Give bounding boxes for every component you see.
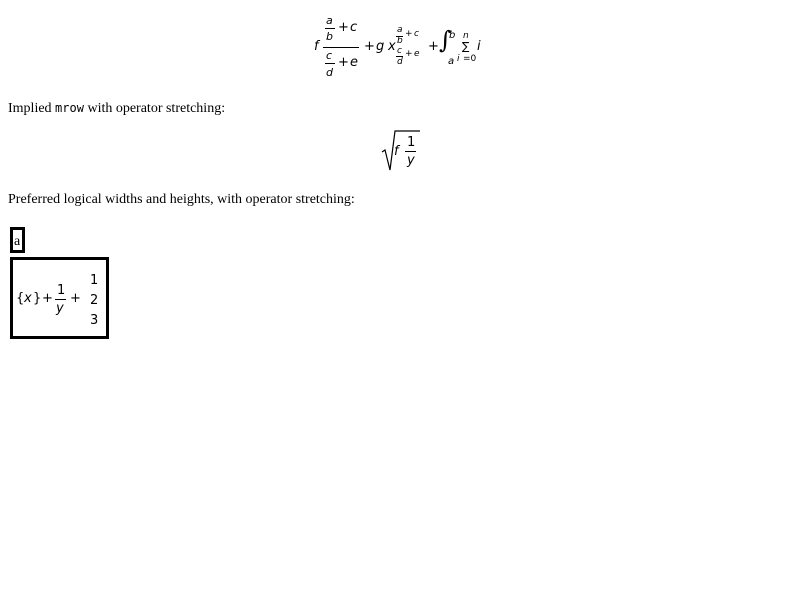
box-fraction-bar <box>55 299 66 300</box>
radicand-denominator-y: y <box>407 153 415 168</box>
plus-sign-denom: + <box>338 55 349 70</box>
var-a: a <box>326 14 333 27</box>
var-b: b <box>326 30 333 43</box>
paragraph-1-prefix: Implied <box>8 101 56 116</box>
integral-upper-limit: b <box>449 30 456 41</box>
sup-c-denom: c <box>397 46 402 56</box>
sum-lower-i: i <box>457 54 460 64</box>
open-brace: { <box>16 291 25 306</box>
plus-sign: + <box>338 20 349 35</box>
paragraph-1-suffix: with operator stretching: <box>83 101 226 116</box>
box-numerator-1: 1 <box>57 283 66 298</box>
sup-d: d <box>397 57 403 67</box>
paragraph-preferred-widths: Preferred logical widths and heights, wi… <box>8 192 355 207</box>
radicand-f: f <box>394 144 399 159</box>
fraction-bar-small <box>325 28 335 29</box>
box-denominator-y: y <box>56 301 64 316</box>
var-d: d <box>326 66 333 79</box>
var-g: g <box>376 39 385 54</box>
box-small: a <box>10 227 25 253</box>
plus-sign-3: + <box>428 39 439 54</box>
plus-sign-2: + <box>364 39 375 54</box>
paragraph-1-code: mrow <box>55 101 84 115</box>
sup-b: b <box>397 36 403 46</box>
sum-lower-equals-zero: =0 <box>463 54 477 64</box>
fraction-bar-small-denom <box>325 63 335 64</box>
sup-fraction-bar-1 <box>396 36 403 37</box>
box-large: { x } + 1 y + 1 2 3 <box>10 257 109 339</box>
var-f: f <box>314 39 319 54</box>
radical-sign <box>381 130 420 171</box>
var-e: e <box>350 55 358 70</box>
brace-x: x <box>24 291 32 306</box>
sup-plus-denom: + <box>405 49 413 59</box>
box-small-text: a <box>14 234 21 249</box>
sum-upper-limit: n <box>463 31 469 41</box>
fraction-bar-main <box>323 47 359 48</box>
column-value-3: 3 <box>90 313 99 328</box>
var-c: c <box>350 20 358 35</box>
sup-fraction-bar-2 <box>396 56 403 57</box>
var-c-denom: c <box>326 49 333 62</box>
close-brace: } <box>33 291 42 306</box>
sup-plus: + <box>405 29 413 39</box>
sum-sign: ∑ <box>462 40 470 53</box>
sup-c: c <box>414 29 419 39</box>
summand-i: i <box>477 39 481 54</box>
paragraph-implied-mrow: Implied mrow with operator stretching: <box>8 100 225 117</box>
sup-e: e <box>414 49 420 59</box>
sup-a: a <box>397 25 403 35</box>
plus-sign-box-2: + <box>70 291 81 306</box>
column-value-1: 1 <box>90 273 99 288</box>
plus-sign-box-1: + <box>42 291 53 306</box>
column-value-2: 2 <box>90 293 99 308</box>
integral-sign: ∫ <box>439 26 452 54</box>
radicand-numerator-1: 1 <box>407 135 416 150</box>
integral-lower-limit: a <box>448 56 455 67</box>
radicand-fraction-bar <box>405 151 416 152</box>
var-x: x <box>388 39 396 54</box>
